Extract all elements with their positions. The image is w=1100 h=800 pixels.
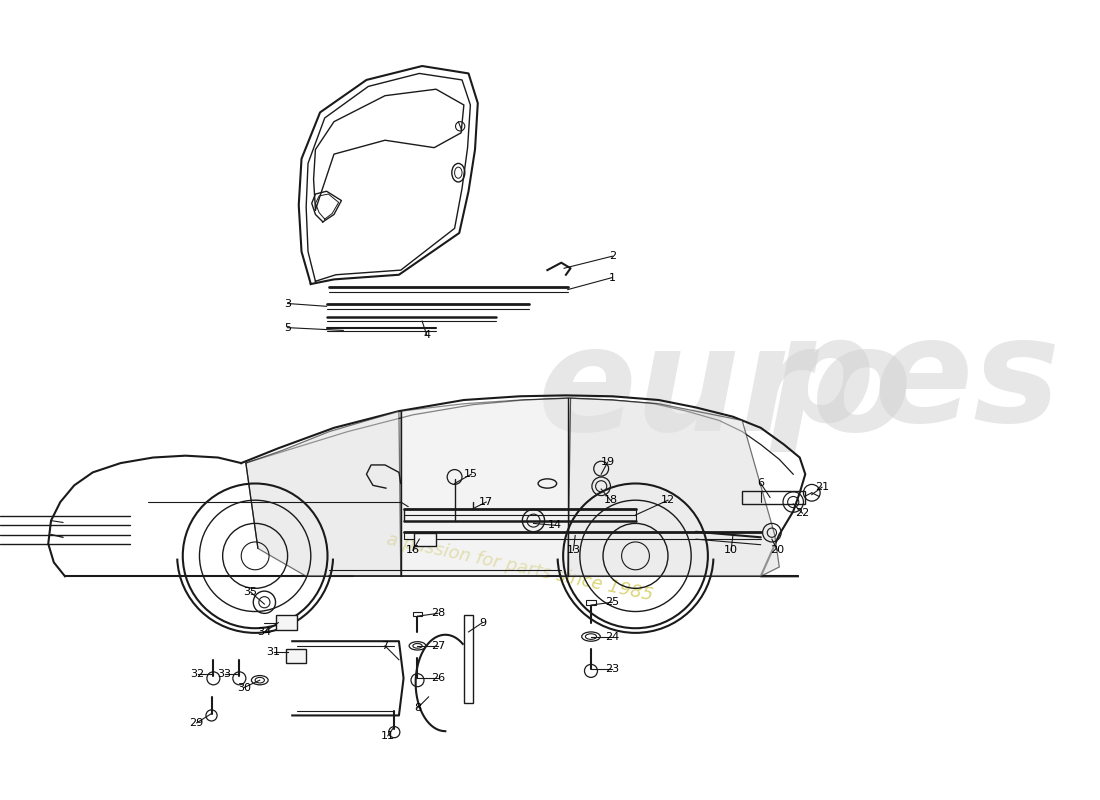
Text: 13: 13 [566,546,581,555]
Bar [464,615,473,703]
Text: euro: euro [538,320,913,462]
Text: 22: 22 [795,508,810,518]
Text: 3: 3 [284,298,292,309]
Text: 11: 11 [381,731,395,741]
Text: 30: 30 [236,682,251,693]
Bar [414,533,436,546]
Polygon shape [246,411,400,576]
Bar [586,600,595,605]
Text: 32: 32 [190,669,205,678]
Text: 12: 12 [661,495,675,505]
Text: 7: 7 [382,641,388,651]
Text: 25: 25 [605,598,619,607]
Text: 19: 19 [601,457,615,467]
Text: 5: 5 [284,322,292,333]
Polygon shape [568,398,779,576]
Text: 10: 10 [724,546,738,555]
Text: 29: 29 [189,718,204,728]
Text: 1: 1 [608,273,616,282]
Text: 33: 33 [218,669,231,678]
Text: 14: 14 [548,520,562,530]
Text: 15: 15 [464,470,478,479]
Bar [276,615,297,630]
Text: 18: 18 [604,495,617,505]
Text: 9: 9 [478,618,486,628]
Text: 21: 21 [815,482,829,492]
Text: 8: 8 [414,703,421,713]
Text: 28: 28 [431,608,446,618]
Text: 31: 31 [266,647,280,658]
Bar [742,491,805,504]
Text: 23: 23 [605,664,619,674]
Text: 20: 20 [770,546,784,555]
Text: 26: 26 [431,674,446,683]
Text: 2: 2 [608,251,616,261]
Text: 27: 27 [431,641,446,651]
Text: 35: 35 [243,587,257,597]
Polygon shape [400,398,571,576]
Text: 6: 6 [757,478,764,489]
Bar [286,649,306,663]
Bar [412,611,422,616]
Text: 17: 17 [480,497,493,507]
Text: 4: 4 [424,330,430,340]
Text: 34: 34 [257,627,272,637]
Text: 24: 24 [605,631,619,642]
Text: 16: 16 [406,546,420,555]
Text: pes: pes [770,311,1060,452]
Text: a passion for parts since 1985: a passion for parts since 1985 [385,530,654,604]
